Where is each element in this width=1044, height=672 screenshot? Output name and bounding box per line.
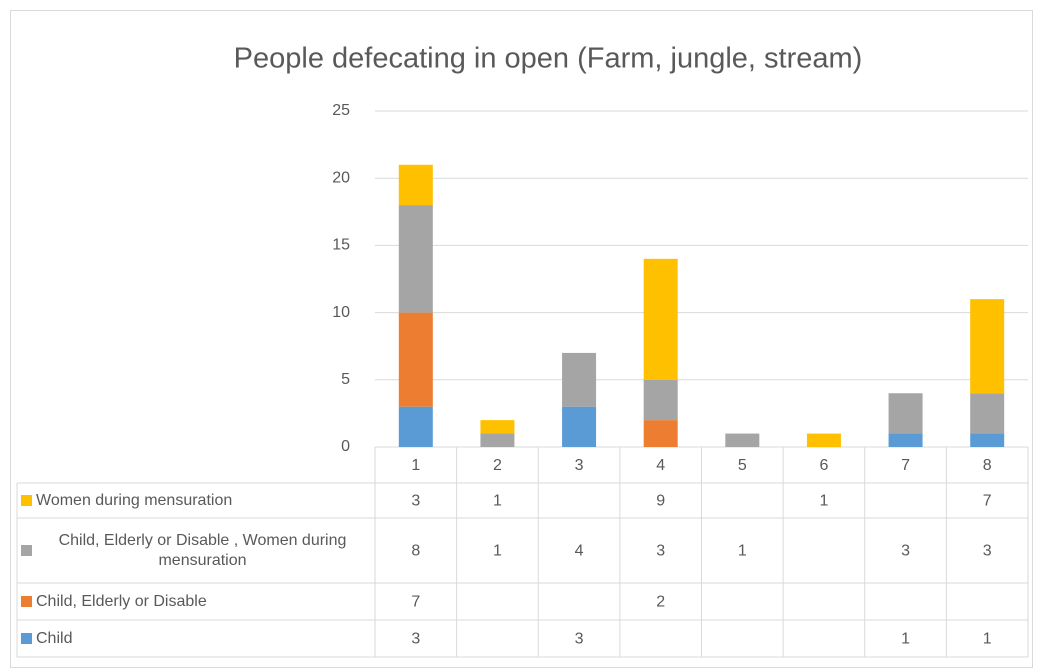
legend-entry: Child, Elderly or Disable	[21, 583, 369, 620]
legend-key	[21, 633, 32, 644]
chart-frame	[10, 10, 1033, 668]
legend-key	[21, 596, 32, 607]
bar-segment	[643, 258, 678, 380]
bar-segment	[806, 433, 841, 447]
x-tick-label: 4	[656, 457, 665, 474]
y-tick-label: 10	[332, 304, 350, 321]
legend-entry: Child	[21, 620, 369, 657]
bar-segment	[888, 393, 923, 434]
bar-segment	[480, 433, 515, 447]
x-tick-label: 1	[411, 457, 420, 474]
bar-segment	[725, 433, 760, 447]
x-tick-label: 3	[575, 457, 584, 474]
legend-entry: Child, Elderly or Disable , Women during…	[21, 518, 369, 583]
legend-label: Women during mensuration	[36, 491, 233, 509]
legend-label: Child	[36, 629, 73, 647]
table-cell: 1	[738, 543, 747, 560]
bar-segment	[643, 379, 678, 421]
bar-segment	[398, 205, 433, 313]
legend-label: Child, Elderly or Disable	[36, 592, 207, 610]
table-cell: 3	[983, 543, 992, 560]
table-cell: 3	[656, 543, 665, 560]
legend-entry: Women during mensuration	[21, 483, 369, 518]
y-tick-label: 15	[332, 237, 350, 254]
x-tick-label: 6	[819, 457, 828, 474]
legend-key	[21, 495, 32, 506]
chart-title: People defecating in open (Farm, jungle,…	[234, 43, 863, 75]
bar-segment	[970, 433, 1005, 447]
y-tick-label: 0	[341, 438, 350, 455]
table-cell: 4	[575, 543, 584, 560]
bar-segment	[480, 420, 515, 434]
legend-key	[21, 545, 32, 556]
bar-segment	[970, 393, 1005, 434]
bar-segment	[562, 406, 597, 447]
table-cell: 3	[575, 631, 584, 648]
x-tick-label: 5	[738, 457, 747, 474]
bar-segment	[888, 433, 923, 447]
bar-segment	[398, 312, 433, 407]
bar-segment	[970, 299, 1005, 394]
table-cell: 9	[656, 493, 665, 510]
table-cell: 1	[819, 493, 828, 510]
table-cell: 7	[411, 594, 420, 611]
table-cell: 1	[983, 631, 992, 648]
x-tick-label: 7	[901, 457, 910, 474]
y-tick-label: 20	[332, 169, 350, 186]
table-cell: 3	[901, 543, 910, 560]
table-cell: 2	[656, 594, 665, 611]
table-cell: 1	[901, 631, 910, 648]
table-cell: 8	[411, 543, 420, 560]
bar-segment	[643, 420, 678, 447]
legend-label: Child, Elderly or Disable , Women during…	[58, 531, 347, 569]
y-tick-label: 5	[341, 371, 350, 388]
bar-segment	[398, 406, 433, 447]
bar-segment	[398, 164, 433, 206]
table-cell: 1	[493, 493, 502, 510]
table-cell: 1	[493, 543, 502, 560]
table-cell: 7	[983, 493, 992, 510]
table-cell: 3	[411, 493, 420, 510]
y-tick-label: 25	[332, 102, 350, 119]
bar-segment	[562, 352, 597, 407]
x-tick-label: 8	[983, 457, 992, 474]
table-cell: 3	[411, 631, 420, 648]
x-tick-label: 2	[493, 457, 502, 474]
